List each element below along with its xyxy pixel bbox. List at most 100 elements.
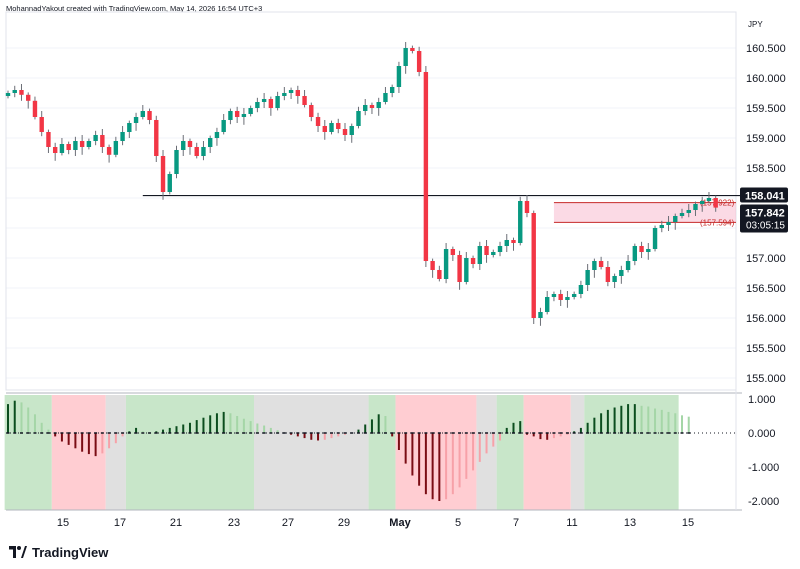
candle-body — [214, 132, 220, 138]
candle-body — [73, 141, 78, 150]
candle-body — [336, 123, 341, 129]
candle-body — [302, 96, 307, 105]
candle-body — [26, 94, 31, 101]
candle-body — [652, 228, 658, 249]
candle-body — [295, 90, 301, 96]
candle-body — [625, 261, 631, 270]
candle-body — [46, 132, 51, 147]
candle-body — [194, 147, 199, 156]
candle-body — [52, 147, 58, 153]
candle-body — [504, 240, 509, 246]
candle-body — [376, 102, 381, 108]
oscillator-bg-region — [570, 395, 585, 510]
time-tick-label: 27 — [282, 517, 294, 529]
candle-body — [565, 297, 570, 300]
candle-body — [79, 141, 85, 147]
candle-body — [66, 144, 71, 150]
candle-body — [578, 285, 584, 294]
candle-body — [686, 210, 691, 213]
candle-body — [59, 144, 65, 153]
time-tick-label: 17 — [114, 517, 126, 529]
oscillator-bg-region — [523, 395, 571, 510]
candle-body — [201, 147, 206, 156]
candle-body — [106, 147, 112, 155]
oscillator-bg-region — [254, 395, 369, 510]
candle-body — [430, 261, 435, 270]
price-tick-label: 156.500 — [746, 283, 786, 295]
candle-body — [100, 135, 105, 147]
candle-body — [592, 261, 597, 270]
price-tick-label: 160.500 — [746, 43, 786, 55]
time-tick-label: 7 — [513, 517, 519, 529]
candle-body — [133, 117, 139, 123]
oscillator-background — [4, 395, 679, 510]
candle-body — [228, 111, 233, 120]
candle-body — [605, 267, 611, 282]
candle-body — [632, 246, 638, 261]
oscillator-bg-region — [105, 395, 126, 510]
candle-body — [416, 51, 422, 72]
candlestick-series — [5, 42, 718, 326]
candle-body — [524, 201, 530, 213]
candle-body — [342, 129, 348, 135]
price-tick-label: 160.000 — [746, 73, 786, 85]
time-tick-label: 15 — [57, 517, 69, 529]
time-tick-label: 13 — [624, 517, 636, 529]
tradingview-logo[interactable]: TradingView — [8, 543, 108, 561]
candle-body — [437, 270, 442, 279]
oscillator-bg-region — [368, 395, 396, 510]
candle-body — [154, 120, 159, 156]
oscillator-bg-region — [496, 395, 524, 510]
zone-bottom-label: (157.594) — [700, 218, 735, 227]
main-pane-border — [5, 11, 737, 391]
candle-body — [349, 126, 354, 135]
oscillator-bg-region — [584, 395, 679, 510]
candle-body — [383, 93, 388, 102]
candle-body — [329, 123, 334, 132]
oscillator-tick-label: -1.000 — [748, 462, 779, 474]
candle-body — [619, 270, 624, 276]
candle-body — [693, 204, 698, 210]
candle-body — [403, 48, 408, 66]
oscillator-bg-region — [395, 395, 477, 510]
candle-body — [470, 258, 476, 264]
candle-body — [639, 246, 644, 252]
oscillator-histogram — [6, 400, 691, 501]
candle-body — [450, 249, 456, 255]
candle-body — [518, 201, 523, 243]
candle-body — [423, 72, 429, 261]
candle-body — [288, 90, 294, 93]
candle-body — [511, 240, 516, 243]
candle-body — [261, 99, 267, 102]
resistance-zone: (157.922)(157.594) — [142, 194, 742, 227]
candle-body — [322, 126, 327, 132]
time-tick-label: May — [389, 517, 411, 529]
candle-body — [369, 105, 375, 108]
candle-body — [389, 87, 395, 93]
candle-body — [93, 135, 98, 141]
tradingview-brand: TradingView — [32, 544, 109, 560]
chart-area[interactable]: (157.922)(157.594) JPY 160.500 160.000 159.… — [0, 0, 800, 540]
price-tag-label: 158.041 — [745, 191, 785, 203]
price-tag-box — [740, 187, 788, 203]
candle-body — [315, 117, 321, 126]
candle-body — [659, 225, 664, 228]
candle-body — [5, 93, 11, 96]
candle-body — [558, 294, 563, 300]
zone-box — [553, 202, 736, 223]
time-tick-label: 29 — [338, 517, 350, 529]
tradingview-logo-icon — [9, 546, 27, 558]
candle-body — [86, 141, 92, 147]
oscillator-tick-label: 0.000 — [748, 428, 776, 440]
oscillator-bg-region — [51, 395, 106, 510]
candle-body — [363, 105, 368, 111]
candle-body — [113, 141, 119, 155]
candle-body — [551, 294, 557, 297]
candle-body — [160, 156, 166, 192]
candle-body — [673, 216, 678, 222]
candle-body — [646, 249, 651, 252]
candle-body — [679, 213, 685, 216]
candle-body — [127, 123, 132, 132]
candle-body — [255, 102, 260, 108]
candle-body — [221, 120, 226, 132]
